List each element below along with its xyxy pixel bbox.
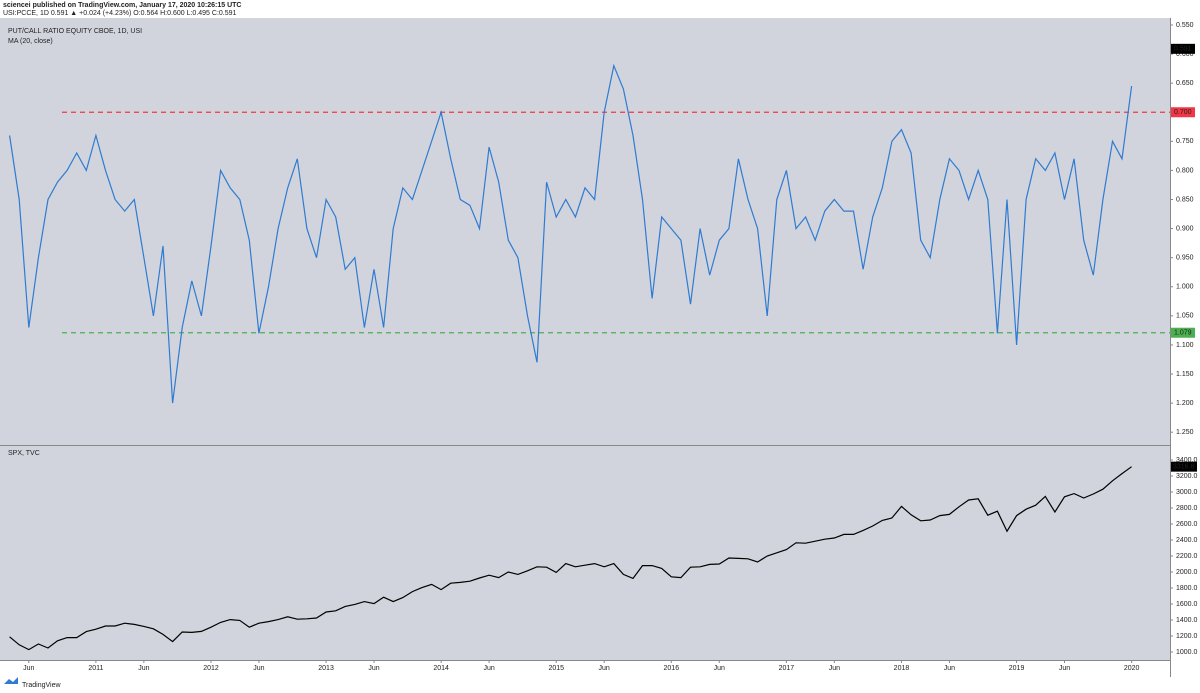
x-tick-label: 2020 — [1124, 665, 1140, 672]
y-tick-label: 1.050 — [1176, 313, 1194, 320]
x-tick-label: Jun — [829, 665, 840, 672]
x-tick-label: Jun — [1059, 665, 1070, 672]
y-tick-label: 2600.0 — [1176, 521, 1198, 528]
y-tick-label: 1600.0 — [1176, 601, 1198, 608]
y-tick-label: 0.600 — [1176, 51, 1194, 58]
x-tick-label: 2016 — [664, 665, 680, 672]
x-tick-label: 2017 — [779, 665, 795, 672]
brand: TradingView — [22, 682, 61, 689]
price-tag-label: 0.700 — [1174, 109, 1192, 116]
chart-title: SPX, TVC — [8, 450, 40, 457]
x-tick-label: Jun — [253, 665, 264, 672]
y-tick-label: 1.250 — [1176, 429, 1194, 436]
x-tick-label: 2019 — [1009, 665, 1025, 672]
x-tick-label: 2012 — [203, 665, 219, 672]
x-tick-label: Jun — [483, 665, 494, 672]
y-tick-label: 1200.0 — [1176, 633, 1198, 640]
x-tick-label: 2011 — [88, 665, 103, 672]
last-price-label: 0.591 — [1174, 46, 1192, 53]
y-tick-label: 3000.0 — [1176, 489, 1198, 496]
y-tick-label: 2000.0 — [1176, 569, 1198, 576]
y-tick-label: 0.750 — [1176, 138, 1194, 145]
y-tick-label: 1.150 — [1176, 371, 1194, 378]
y-tick-label: 2800.0 — [1176, 505, 1198, 512]
x-tick-label: Jun — [138, 665, 149, 672]
y-tick-label: 0.900 — [1176, 225, 1194, 232]
plot-background — [0, 18, 1170, 660]
byline: sciencei published on TradingView.com, J… — [3, 2, 241, 9]
y-tick-label: 1000.0 — [1176, 649, 1198, 656]
x-tick-label: Jun — [714, 665, 725, 672]
y-tick-label: 1400.0 — [1176, 617, 1198, 624]
x-tick-label: 2018 — [894, 665, 910, 672]
price-tag — [1171, 327, 1195, 338]
x-tick-label: Jun — [368, 665, 379, 672]
last-price-label: 3316.8 — [1173, 463, 1195, 470]
legend-entry: MA (20, close) — [8, 38, 53, 45]
y-tick-label: 0.650 — [1176, 80, 1194, 87]
price-tag — [1171, 107, 1195, 118]
y-tick-label: 3200.0 — [1176, 473, 1198, 480]
y-tick-label: 1.200 — [1176, 400, 1194, 407]
price-line — [9, 63, 1133, 404]
x-tick-label: 2015 — [548, 665, 564, 672]
y-tick-label: 0.800 — [1176, 167, 1194, 174]
y-tick-label: 3400.0 — [1176, 457, 1198, 464]
logo — [4, 677, 18, 684]
y-tick-label: 0.850 — [1176, 196, 1194, 203]
price-tag-label: 1.079 — [1174, 330, 1192, 337]
x-tick-label: 2014 — [433, 665, 449, 672]
y-tick-label: 1.100 — [1176, 342, 1194, 349]
x-tick-label: 2013 — [318, 665, 334, 672]
x-tick-label: Jun — [23, 665, 34, 672]
y-tick-label: 1800.0 — [1176, 585, 1198, 592]
y-tick-label: 1.000 — [1176, 284, 1194, 291]
quote: USI:PCCE, 1D 0.591 ▲ +0.024 (+4.23%) O:0… — [3, 10, 237, 17]
x-tick-label: Jun — [599, 665, 610, 672]
y-tick-label: 2200.0 — [1176, 553, 1198, 560]
chart-title: PUT/CALL RATIO EQUITY CBOE, 1D, USI — [8, 28, 142, 35]
y-tick-label: 2400.0 — [1176, 537, 1198, 544]
last-price-tag — [1171, 461, 1197, 472]
last-price-tag — [1171, 43, 1195, 54]
price-line — [9, 466, 1132, 651]
y-tick-label: 0.550 — [1176, 22, 1194, 29]
y-tick-label: 0.950 — [1176, 255, 1194, 262]
x-tick-label: Jun — [944, 665, 955, 672]
